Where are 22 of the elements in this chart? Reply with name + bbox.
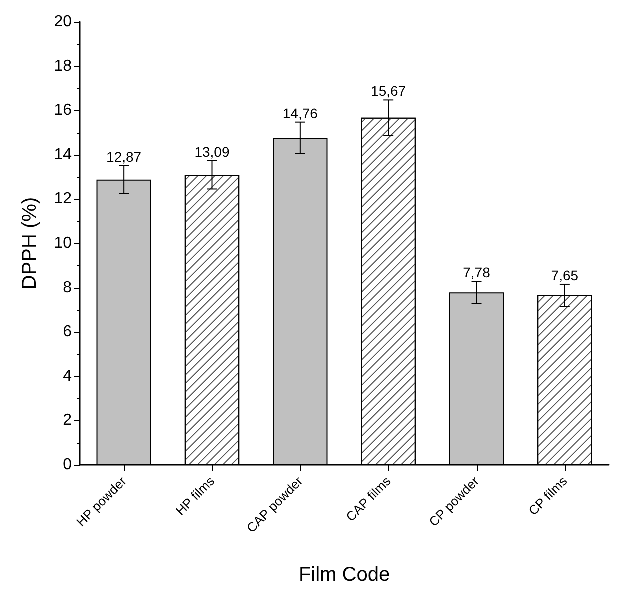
data-label: 13,09 <box>194 144 230 160</box>
data-label: 15,67 <box>371 83 406 100</box>
y-tick-label: 12 <box>54 190 72 208</box>
data-label: 7,65 <box>551 267 579 284</box>
x-axis-title: Film Code <box>298 564 390 586</box>
x-tick-label: HP films <box>172 473 218 518</box>
y-tick-label: 4 <box>63 368 72 385</box>
x-tick-label: CAP films <box>343 473 394 524</box>
y-tick-label: 10 <box>54 235 72 252</box>
y-tick-label: 2 <box>63 412 72 430</box>
x-tick-label: CP films <box>526 473 571 518</box>
data-label: 12,87 <box>106 148 142 165</box>
y-tick-label: 6 <box>63 324 72 341</box>
y-axis-title: DPPH (%) <box>19 197 41 290</box>
y-tick-label: 16 <box>54 102 72 120</box>
y-tick-label: 18 <box>54 58 72 75</box>
data-label: 14,76 <box>282 105 318 122</box>
y-tick-label: 20 <box>54 14 72 30</box>
y-tick-label: 8 <box>63 279 72 296</box>
y-tick-label: 0 <box>63 456 72 474</box>
data-label: 7,78 <box>463 264 491 281</box>
y-tick-label: 14 <box>54 146 72 164</box>
